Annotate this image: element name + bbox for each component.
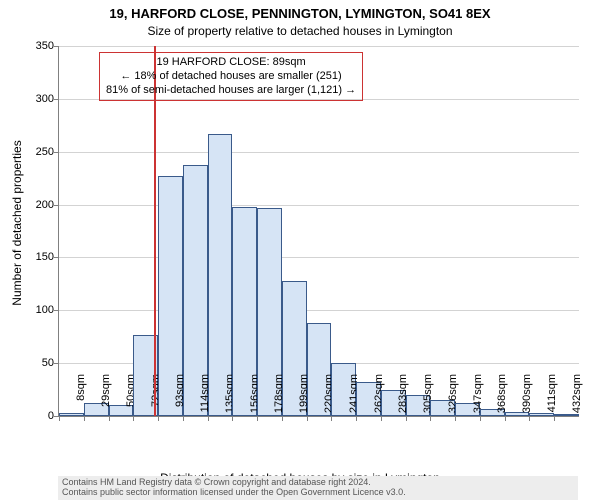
xtick-label: 368sqm <box>496 374 508 424</box>
footer-line2: Contains public sector information licen… <box>62 488 574 498</box>
xtick-mark <box>406 416 407 421</box>
xtick-mark <box>257 416 258 421</box>
ytick-label: 200 <box>14 199 54 211</box>
gridline <box>59 257 579 258</box>
ytick-label: 0 <box>14 410 54 422</box>
xtick-mark <box>282 416 283 421</box>
ytick-mark <box>54 363 59 364</box>
xtick-mark <box>109 416 110 421</box>
ytick-label: 100 <box>14 304 54 316</box>
gridline <box>59 205 579 206</box>
xtick-mark <box>208 416 209 421</box>
xtick-mark <box>356 416 357 421</box>
ytick-mark <box>54 205 59 206</box>
annotation-box: 19 HARFORD CLOSE: 89sqm ← 18% of detache… <box>99 52 363 101</box>
xtick-mark <box>232 416 233 421</box>
xtick-mark <box>480 416 481 421</box>
ytick-mark <box>54 46 59 47</box>
gridline <box>59 310 579 311</box>
xtick-label: 411sqm <box>546 374 558 424</box>
xtick-mark <box>529 416 530 421</box>
ytick-label: 50 <box>14 357 54 369</box>
xtick-mark <box>554 416 555 421</box>
annotation-line3: 81% of semi-detached houses are larger (… <box>106 84 356 98</box>
chart-figure: 19, HARFORD CLOSE, PENNINGTON, LYMINGTON… <box>0 0 600 500</box>
annotation-line1: 19 HARFORD CLOSE: 89sqm <box>106 56 356 70</box>
xtick-mark <box>183 416 184 421</box>
xtick-label: 390sqm <box>521 374 533 424</box>
xtick-mark <box>84 416 85 421</box>
ytick-mark <box>54 99 59 100</box>
xtick-label: 29sqm <box>100 374 112 424</box>
xtick-mark <box>307 416 308 421</box>
xtick-mark <box>133 416 134 421</box>
ytick-label: 150 <box>14 251 54 263</box>
xtick-mark <box>158 416 159 421</box>
xtick-label: 305sqm <box>422 374 434 424</box>
xtick-mark <box>505 416 506 421</box>
ytick-label: 300 <box>14 93 54 105</box>
xtick-label: 432sqm <box>571 374 583 424</box>
chart-title-line1: 19, HARFORD CLOSE, PENNINGTON, LYMINGTON… <box>0 6 600 21</box>
xtick-mark <box>331 416 332 421</box>
ytick-mark <box>54 257 59 258</box>
xtick-mark <box>59 416 60 421</box>
xtick-label: 326sqm <box>447 374 459 424</box>
ytick-mark <box>54 152 59 153</box>
xtick-mark <box>455 416 456 421</box>
ytick-label: 250 <box>14 146 54 158</box>
footer: Contains HM Land Registry data © Crown c… <box>58 476 578 500</box>
ytick-mark <box>54 310 59 311</box>
annotation-line2: ← 18% of detached houses are smaller (25… <box>106 70 356 84</box>
highlight-line <box>154 46 156 416</box>
xtick-mark <box>430 416 431 421</box>
xtick-label: 8sqm <box>75 374 87 424</box>
xtick-label: 347sqm <box>472 374 484 424</box>
ytick-label: 350 <box>14 40 54 52</box>
gridline <box>59 46 579 47</box>
gridline <box>59 152 579 153</box>
chart-title-line2: Size of property relative to detached ho… <box>0 24 600 38</box>
plot-area: 19 HARFORD CLOSE: 89sqm ← 18% of detache… <box>58 46 579 417</box>
xtick-mark <box>381 416 382 421</box>
